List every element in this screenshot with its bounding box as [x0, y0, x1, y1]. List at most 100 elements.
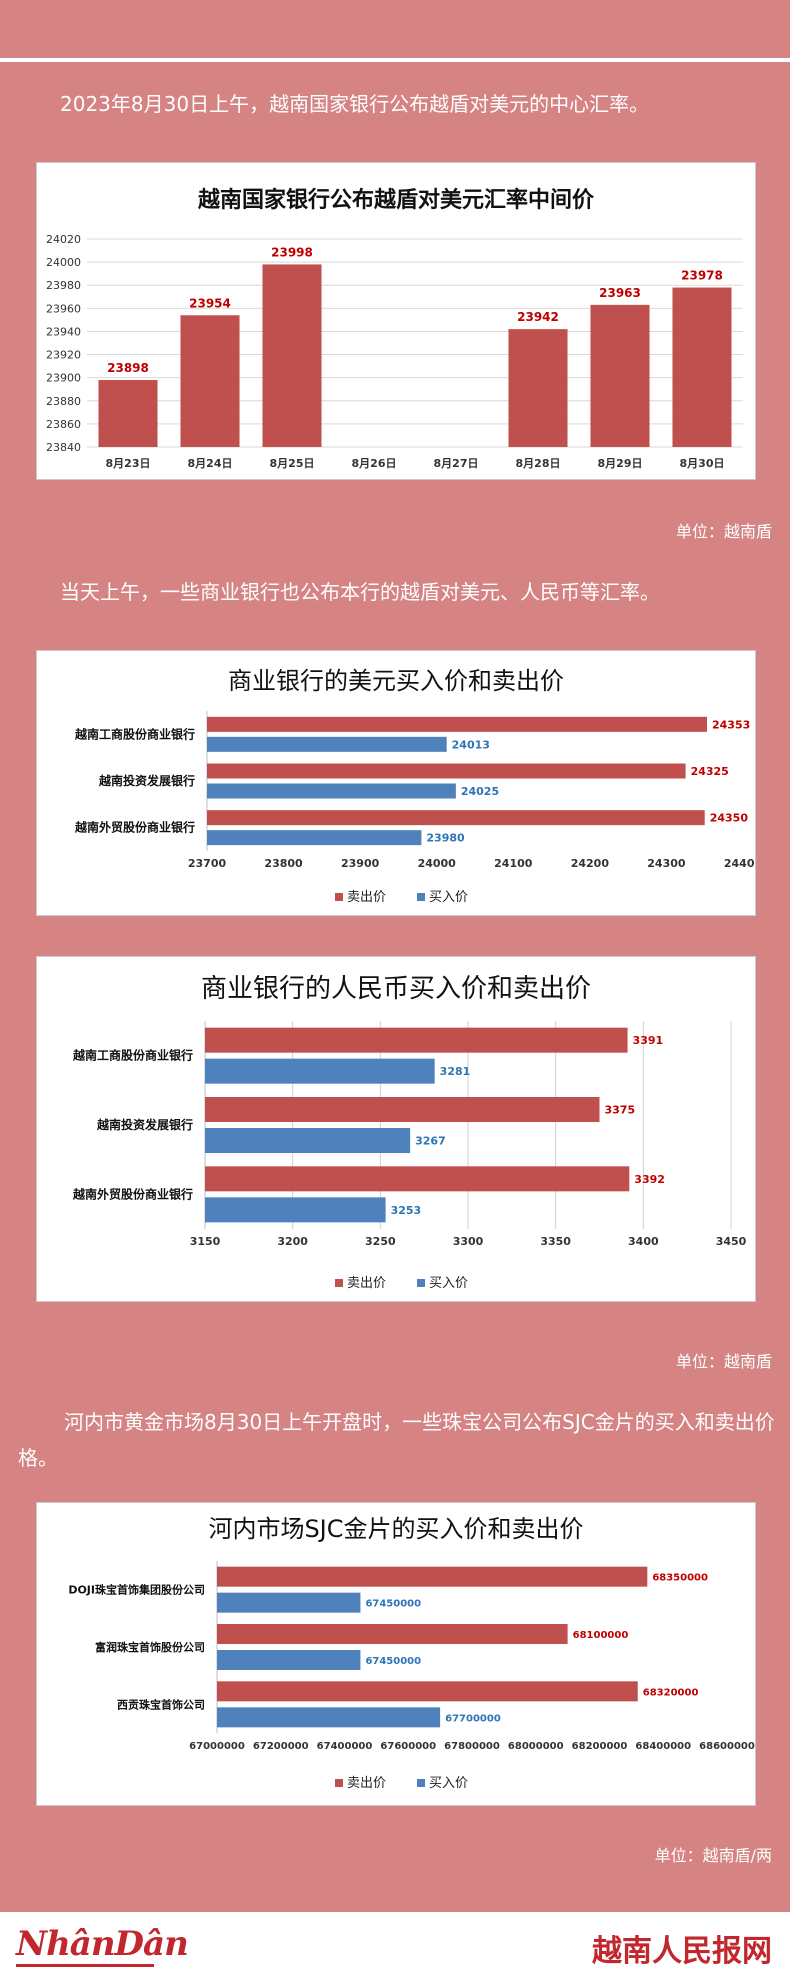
data-label: 67450000 [365, 1599, 421, 1610]
x-tick-label: 68000000 [508, 1741, 564, 1752]
chart-panel-3: 商业银行的人民币买入价和卖出价 3150 3200 3250 3300 3350 3400 3… [36, 956, 756, 1302]
central-rate-chart: 越南国家银行公布越盾对美元汇率中间价 23840 23860 23880 23900 23… [46, 187, 743, 470]
sell-bar [205, 1097, 600, 1122]
category-label: DOJI珠宝首饰集团股份公司 [68, 1583, 205, 1597]
x-tick-label: 24200 [571, 857, 610, 870]
data-label: 67450000 [365, 1656, 421, 1667]
x-tick-label: 68400000 [635, 1741, 691, 1752]
data-label: 23980 [426, 832, 465, 845]
chart-panel-2: 商业银行的美元买入价和卖出价 23700 23800 23900 24000 24100 2… [36, 650, 756, 916]
y-tick-label: 24000 [46, 256, 81, 269]
legend-label: 卖出价 [347, 1276, 386, 1291]
x-tick-label: 68600000 [699, 1741, 755, 1752]
x-tick-label: 3450 [716, 1235, 747, 1248]
category-label: 越南工商股份商业银行 [74, 726, 195, 741]
buy-bar [207, 830, 422, 846]
buy-bar [207, 783, 456, 799]
y-tick-label: 23880 [46, 395, 81, 408]
category-label: 西贡珠宝首饰公司 [117, 1697, 205, 1711]
buy-bar [207, 736, 447, 752]
unit-label-1: 单位：越南盾 [675, 522, 772, 541]
unit-label-3: 单位：越南盾/两 [654, 1846, 772, 1865]
y-tick-label: 24020 [46, 233, 81, 246]
category-label: 越南外贸股份商业银行 [72, 1186, 193, 1201]
site-name-logo[interactable]: 越南人民报网 [592, 1934, 772, 1969]
chart-title: 河内市场SJC金片的买入价和卖出价 [208, 1515, 583, 1543]
data-label: 24325 [691, 765, 729, 778]
x-tick-label: 8月28日 [516, 457, 561, 470]
x-tick-label: 23700 [188, 857, 227, 870]
data-label: 24350 [710, 812, 749, 825]
data-label: 24013 [452, 738, 490, 751]
sell-bar [205, 1166, 630, 1192]
legend-swatch [417, 1279, 425, 1287]
legend-label: 卖出价 [347, 890, 386, 905]
chart-title: 越南国家银行公布越盾对美元汇率中间价 [197, 187, 595, 213]
y-tick-label: 23940 [46, 325, 81, 338]
y-tick-label: 23900 [46, 372, 81, 385]
x-tick-label: 68200000 [572, 1741, 628, 1752]
legend-swatch [417, 1779, 425, 1787]
category-label: 越南投资发展银行 [98, 773, 195, 788]
intro-paragraph-2: 当天上午，一些商业银行也公布本行的越盾对美元、人民币等汇率。 [60, 580, 660, 604]
sjc-gold-prices-chart: 河内市场SJC金片的买入价和卖出价 67000000 67200000 6740000… [68, 1515, 755, 1791]
x-tick-label: 3350 [540, 1235, 571, 1248]
buy-bar [217, 1707, 441, 1728]
legend-label: 买入价 [429, 1776, 468, 1791]
x-tick-label: 67000000 [189, 1741, 245, 1752]
y-tick-label: 23920 [46, 349, 81, 362]
x-tick-label: 3200 [277, 1235, 308, 1248]
x-tick-label: 8月23日 [106, 457, 151, 470]
buy-bar [217, 1592, 361, 1613]
sell-bar [205, 1027, 628, 1053]
legend-swatch [417, 893, 425, 901]
x-tick-label: 24400 [724, 857, 755, 870]
data-label: 23898 [107, 361, 149, 375]
data-label: 3391 [633, 1034, 664, 1047]
buy-bar [205, 1197, 386, 1223]
x-tick-label: 67800000 [444, 1741, 500, 1752]
x-tick-label: 8月25日 [270, 457, 315, 470]
sell-bar [207, 763, 686, 779]
sell-bar [207, 810, 705, 826]
data-label: 68350000 [652, 1573, 708, 1584]
buy-bar [205, 1058, 435, 1084]
x-tick-label: 8月24日 [188, 457, 233, 470]
unit-label-2: 单位：越南盾 [675, 1352, 772, 1371]
data-label: 23978 [681, 269, 723, 283]
x-tick-label: 67400000 [317, 1741, 373, 1752]
x-tick-label: 23800 [264, 857, 303, 870]
bar [180, 315, 240, 447]
data-label: 23998 [271, 245, 313, 259]
x-tick-label: 24300 [647, 857, 686, 870]
y-tick-label: 23840 [46, 441, 81, 454]
y-tick-label: 23860 [46, 418, 81, 431]
x-tick-label: 3400 [628, 1235, 659, 1248]
chart-title: 商业银行的人民币买入价和卖出价 [201, 974, 591, 1004]
legend-label: 买入价 [429, 890, 468, 905]
y-tick-label: 23960 [46, 302, 81, 315]
data-label: 3392 [634, 1173, 665, 1186]
data-label: 3253 [391, 1204, 422, 1217]
nhandan-logo[interactable]: NhânDân [16, 1924, 189, 1967]
category-label: 越南投资发展银行 [96, 1117, 193, 1132]
data-label: 24353 [712, 718, 750, 731]
buy-bar [217, 1650, 361, 1670]
cny-bank-rates-chart: 商业银行的人民币买入价和卖出价 3150 3200 3250 3300 3350 3400 3… [72, 974, 747, 1291]
data-label: 23942 [517, 310, 559, 324]
legend-label: 卖出价 [347, 1776, 386, 1791]
x-tick-label: 8月29日 [598, 457, 643, 470]
sell-bar [217, 1624, 568, 1644]
data-label: 68320000 [643, 1687, 699, 1698]
legend-swatch [335, 1779, 343, 1787]
intro-paragraph-3: 河内市黄金市场8月30日上午开盘时，一些珠宝公司公布SJC金片的买入和卖出价格。 [18, 1410, 775, 1470]
bar [590, 304, 650, 447]
chart-panel-4: 河内市场SJC金片的买入价和卖出价 67000000 67200000 6740000… [36, 1502, 756, 1806]
sell-bar [207, 716, 708, 732]
bar [98, 379, 158, 447]
category-label: 越南外贸股份商业银行 [74, 820, 195, 835]
bar [262, 264, 322, 447]
category-label: 越南工商股份商业银行 [72, 1048, 193, 1063]
legend-label: 买入价 [429, 1276, 468, 1291]
data-label: 23954 [189, 296, 231, 310]
